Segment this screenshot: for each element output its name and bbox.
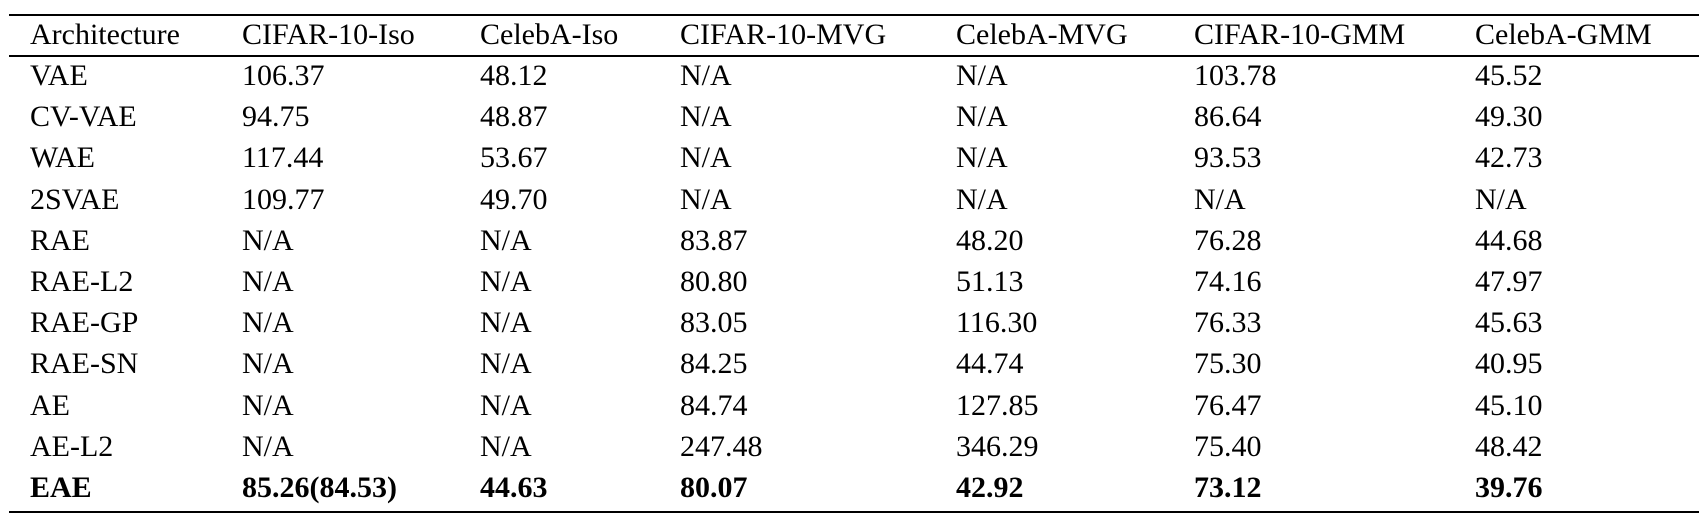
table-cell: 84.25	[680, 347, 748, 381]
table-cell: N/A	[680, 59, 732, 92]
table-cell: 47.97	[1475, 265, 1543, 298]
table-cell: N/A	[680, 182, 732, 216]
table-cell: 86.64	[1194, 100, 1262, 134]
table-cell: 84.74	[680, 388, 748, 422]
table-cell: 51.13	[956, 265, 1024, 298]
row-label: VAE	[30, 59, 88, 92]
header-cell: CIFAR-10-Iso	[242, 18, 415, 51]
row-label: EAE	[30, 471, 92, 504]
table-cell: 48.42	[1475, 429, 1543, 463]
table-cell: 76.33	[1194, 306, 1262, 340]
table-cell: 109.77	[242, 182, 325, 216]
table-cell: N/A	[956, 59, 1008, 92]
table-cell: 106.37	[242, 59, 325, 92]
table-cell: N/A	[1475, 182, 1527, 216]
table-cell: N/A	[480, 347, 532, 381]
table-cell: 48.12	[480, 59, 548, 92]
table-cell: 45.52	[1475, 59, 1543, 92]
table-cell: 80.80	[680, 265, 748, 298]
table-cell: 75.40	[1194, 429, 1262, 463]
table-cell: N/A	[680, 141, 732, 175]
row-label: RAE	[30, 223, 90, 257]
table-cell: N/A	[680, 100, 732, 134]
top-rule	[9, 14, 1699, 16]
table-cell: N/A	[956, 182, 1008, 216]
table-cell: 75.30	[1194, 347, 1262, 381]
header-cell: Architecture	[30, 18, 180, 51]
table-cell: 73.12	[1194, 471, 1262, 504]
table-cell: 76.47	[1194, 388, 1262, 422]
table-cell: 42.73	[1475, 141, 1543, 175]
table-cell: 116.30	[956, 306, 1038, 340]
row-label: WAE	[30, 141, 95, 175]
table-cell: 42.92	[956, 471, 1024, 504]
table-cell: N/A	[242, 306, 294, 340]
table-cell: 45.63	[1475, 306, 1543, 340]
table-cell: 49.30	[1475, 100, 1543, 134]
header-cell: CIFAR-10-MVG	[680, 18, 887, 51]
table-cell: 45.10	[1475, 388, 1543, 422]
row-label: CV-VAE	[30, 100, 137, 134]
table-cell: 127.85	[956, 388, 1039, 422]
row-label: AE-L2	[30, 429, 114, 463]
table-cell: 44.68	[1475, 223, 1543, 257]
table-cell: N/A	[242, 429, 294, 463]
bottom-rule	[9, 511, 1699, 513]
table-cell: N/A	[480, 265, 532, 298]
table-cell: N/A	[956, 141, 1008, 175]
table-cell: N/A	[480, 223, 532, 257]
row-label: AE	[30, 388, 70, 422]
table-cell: 80.07	[680, 471, 748, 504]
table-cell: 39.76	[1475, 471, 1543, 504]
table-cell: N/A	[480, 429, 532, 463]
table-cell: 346.29	[956, 429, 1039, 463]
row-label: RAE-L2	[30, 265, 134, 298]
table-cell: 48.87	[480, 100, 548, 134]
table-cell: 94.75	[242, 100, 310, 134]
row-label: RAE-GP	[30, 306, 139, 340]
table-cell: 83.05	[680, 306, 748, 340]
header-cell: CIFAR-10-GMM	[1194, 18, 1406, 51]
table-cell: 247.48	[680, 429, 763, 463]
header-cell: CelebA-MVG	[956, 18, 1128, 51]
table-cell: 117.44	[242, 141, 324, 175]
table-cell: N/A	[242, 223, 294, 257]
table-cell: 44.63	[480, 471, 548, 504]
row-label: RAE-SN	[30, 347, 139, 381]
table-cell: 53.67	[480, 141, 548, 175]
header-cell: CelebA-Iso	[480, 18, 619, 51]
table-cell: 103.78	[1194, 59, 1277, 92]
table-cell: N/A	[242, 388, 294, 422]
row-label: 2SVAE	[30, 182, 120, 216]
table-cell: 48.20	[956, 223, 1024, 257]
table-cell: N/A	[480, 306, 532, 340]
table-cell: 76.28	[1194, 223, 1262, 257]
table-cell: N/A	[956, 100, 1008, 134]
table-cell: N/A	[480, 388, 532, 422]
header-rule	[9, 55, 1699, 57]
table-cell: 85.26(84.53)	[242, 471, 397, 504]
table-cell: 44.74	[956, 347, 1024, 381]
table-cell: 74.16	[1194, 265, 1262, 298]
header-cell: CelebA-GMM	[1475, 18, 1652, 51]
table-cell: N/A	[242, 347, 294, 381]
table-cell: 83.87	[680, 223, 748, 257]
table-cell: 93.53	[1194, 141, 1262, 175]
table-cell: 40.95	[1475, 347, 1543, 381]
table-cell: 49.70	[480, 182, 548, 216]
table-cell: N/A	[1194, 182, 1246, 216]
table-cell: N/A	[242, 265, 294, 298]
